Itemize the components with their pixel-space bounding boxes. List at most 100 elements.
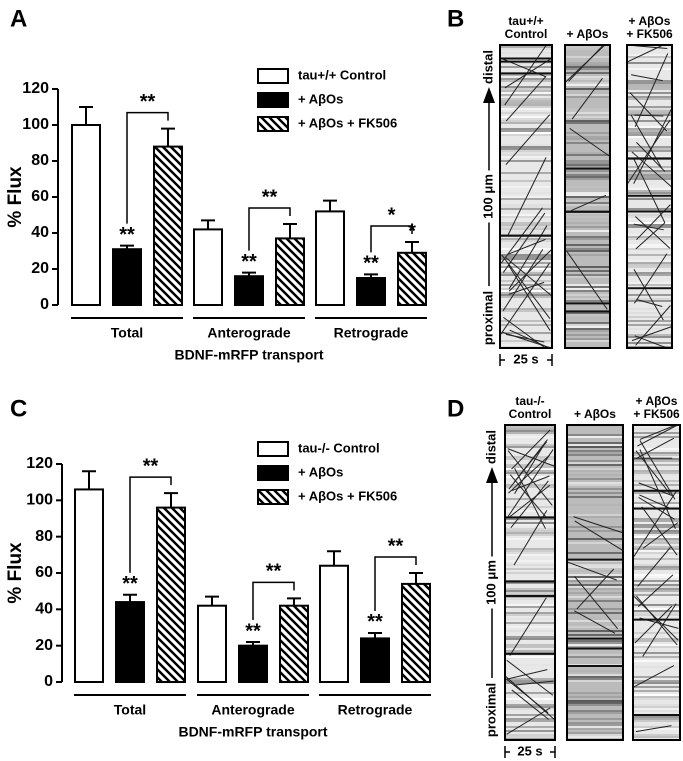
kymograph-track xyxy=(635,450,671,495)
bracket-label: ** xyxy=(266,561,282,583)
kymograph-track xyxy=(636,299,663,308)
x-tick-label: Retrograde xyxy=(338,702,413,718)
panel-letter: B xyxy=(447,5,464,32)
bar xyxy=(74,488,104,683)
bar xyxy=(115,601,145,683)
legend-swatch xyxy=(257,465,289,481)
significance-label: ** xyxy=(241,251,257,273)
legend-label: + AβOs + FK506 xyxy=(298,488,397,503)
column-header: tau+/+ xyxy=(508,14,543,28)
panel-letter: C xyxy=(10,395,27,422)
bracket-label: ** xyxy=(388,535,404,557)
kymograph-track xyxy=(570,194,607,212)
kymograph-track xyxy=(506,679,549,714)
kymograph-track xyxy=(509,597,547,656)
error-bar xyxy=(405,241,419,253)
significance-bracket xyxy=(248,207,291,251)
bar xyxy=(397,251,427,307)
distal-label: distal xyxy=(480,50,495,84)
kymograph-track xyxy=(507,238,546,255)
kymograph-track xyxy=(566,561,617,581)
significance-bracket xyxy=(252,581,295,621)
kymograph-track xyxy=(508,484,551,519)
column-header: Control xyxy=(509,407,552,421)
time-scale-bar xyxy=(499,354,553,366)
bar xyxy=(156,506,186,683)
bar xyxy=(197,604,227,684)
kymograph-track xyxy=(629,92,668,132)
significance-label: ** xyxy=(119,224,135,246)
kymograph-track xyxy=(507,449,554,518)
kymograph-track xyxy=(634,216,671,249)
kymograph-frame xyxy=(564,44,611,349)
bracket-label: * xyxy=(388,204,396,226)
y-tick-label: 60 xyxy=(31,188,49,205)
y-axis-label: % Flux xyxy=(5,166,26,228)
kymograph-track xyxy=(569,127,611,157)
bar xyxy=(319,564,349,684)
kymograph-track xyxy=(633,223,664,231)
y-tick-label: 100 xyxy=(22,116,49,133)
kymograph-track xyxy=(505,669,548,681)
kymograph-track xyxy=(635,725,672,733)
kymograph-track xyxy=(635,222,666,250)
kymograph-track xyxy=(573,516,623,534)
kymograph-track xyxy=(634,605,673,644)
kymograph-track xyxy=(637,547,671,587)
error-bar xyxy=(368,631,382,639)
column-header: Control xyxy=(505,27,548,41)
bar xyxy=(153,145,183,306)
x-tick-label: Total xyxy=(111,325,143,341)
kymograph-track xyxy=(505,76,547,122)
bar xyxy=(360,637,390,684)
y-tick-label: 40 xyxy=(35,601,53,618)
kymograph-track xyxy=(509,474,547,518)
kymograph-track xyxy=(631,326,672,342)
length-label: 100 μm xyxy=(483,560,498,605)
column-header: + FK506 xyxy=(633,407,680,421)
legend-label: tau+/+ Control xyxy=(298,67,386,82)
y-tick-label: 80 xyxy=(31,152,49,169)
x-axis-label: BDNF-mRFP transport xyxy=(178,724,327,740)
kymograph-track xyxy=(507,450,553,506)
kymograph-track xyxy=(633,253,668,304)
error-bar xyxy=(246,641,260,646)
kymograph-track xyxy=(634,114,664,117)
bracket-label: ** xyxy=(262,186,278,208)
error-bar xyxy=(79,106,93,125)
error-bar xyxy=(409,572,423,584)
error-bar xyxy=(242,271,256,277)
bar xyxy=(193,228,223,306)
arrow-head xyxy=(486,467,498,483)
kymograph-track xyxy=(513,439,548,483)
y-tick-label: 40 xyxy=(31,224,49,241)
kymograph-track xyxy=(627,119,671,185)
bar xyxy=(71,124,101,306)
error-bar xyxy=(161,127,175,147)
kymograph-track xyxy=(502,249,544,312)
y-tick-label: 120 xyxy=(22,80,49,97)
kymograph-track xyxy=(633,665,675,688)
kymograph-track xyxy=(627,44,664,63)
bar xyxy=(401,582,431,684)
kymograph-track xyxy=(633,269,664,321)
significance-bracket xyxy=(126,111,169,224)
legend-swatch xyxy=(257,116,289,132)
error-bar xyxy=(123,593,137,603)
column-header: + AβOs xyxy=(574,407,616,421)
legend-label: + AβOs + FK506 xyxy=(298,115,397,130)
column-header: + AβOs xyxy=(636,394,678,408)
significance-label: ** xyxy=(363,253,379,275)
kymograph-track xyxy=(634,53,669,128)
kymograph-track xyxy=(505,257,552,296)
kymograph-track xyxy=(507,157,547,236)
significance-bracket xyxy=(129,476,172,573)
kymograph-track xyxy=(637,574,674,607)
kymograph-track xyxy=(635,305,671,346)
significance-label: ** xyxy=(122,573,138,595)
bar xyxy=(315,210,345,306)
bar xyxy=(275,237,305,306)
column-header: + AβOs xyxy=(567,27,609,41)
